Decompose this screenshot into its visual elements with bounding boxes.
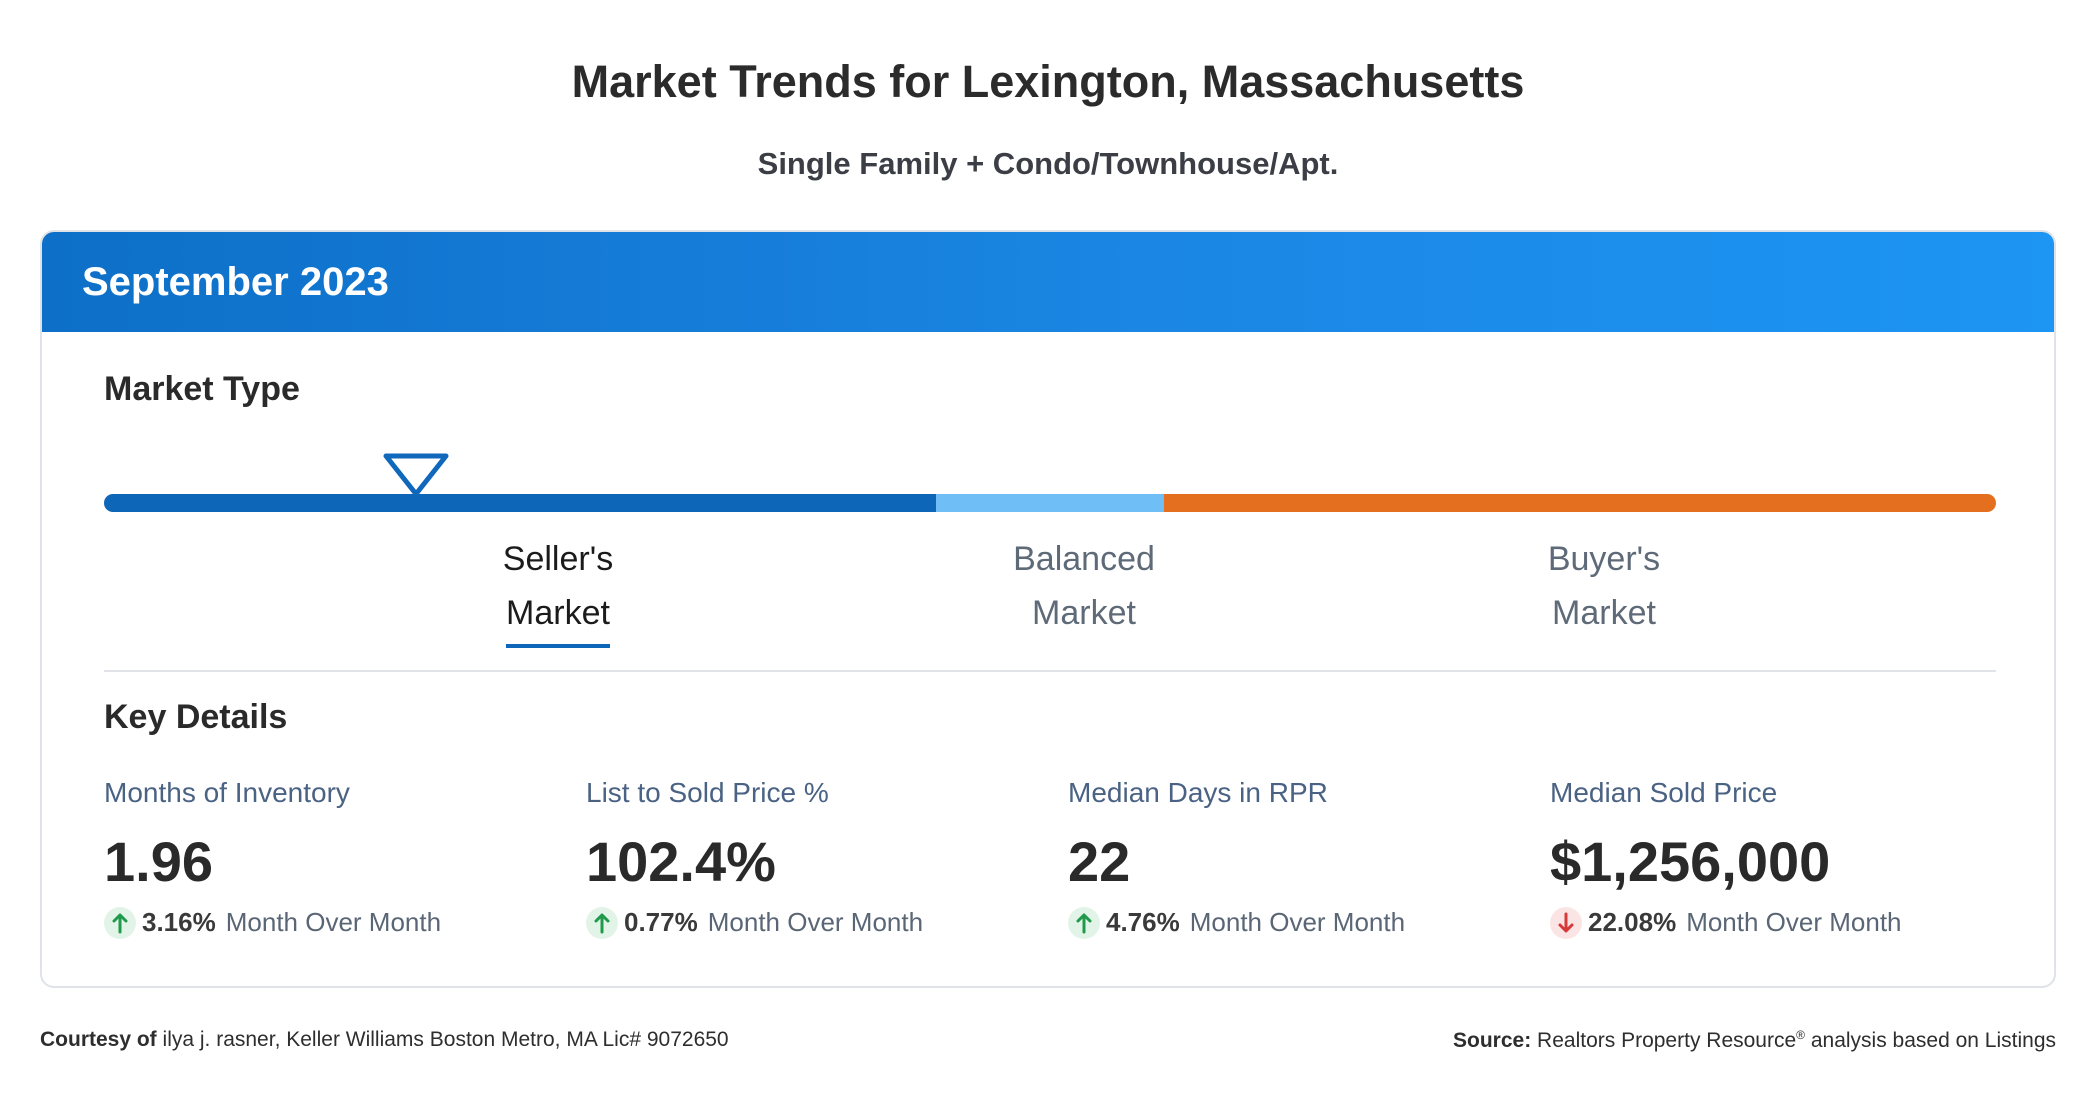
period-label: September 2023 <box>82 259 389 304</box>
market-trends-card: September 2023 Market Type Seller's Mark… <box>40 230 2056 988</box>
buyer-label-line2: Market <box>1552 594 1656 632</box>
seller-label-line2: Market <box>506 594 610 632</box>
metric-median-sold-price: Median Sold Price $1,256,000 22.08% Mont… <box>1550 777 2030 939</box>
buyer-segment <box>1164 494 1996 512</box>
metric-value: 102.4% <box>586 830 776 893</box>
courtesy-text: ilya j. rasner, Keller Williams Boston M… <box>162 1028 729 1051</box>
metric-median-days: Median Days in RPR 22 4.76% Month Over M… <box>1068 777 1508 939</box>
metric-value: $1,256,000 <box>1550 830 1831 893</box>
change-period: Month Over Month <box>1686 907 1902 938</box>
metric-change: 22.08% Month Over Month <box>1550 906 2030 939</box>
change-percent: 4.76% <box>1106 907 1180 938</box>
metric-list-to-sold: List to Sold Price % 102.4% 0.77% Month … <box>586 777 1026 939</box>
market-label-seller: Seller's Market <box>478 532 638 648</box>
market-type-heading: Market Type <box>104 370 300 408</box>
arrow-up-icon <box>1068 906 1100 939</box>
key-details-heading: Key Details <box>104 698 288 736</box>
change-period: Month Over Month <box>225 907 442 938</box>
change-percent: 3.16% <box>142 907 216 938</box>
page-subtitle: Single Family + Condo/Townhouse/Apt. <box>757 146 1339 181</box>
arrow-down-icon <box>1550 906 1582 939</box>
metric-change: 4.76% Month Over Month <box>1068 906 1508 939</box>
source-footer: Source: Realtors Property Resource® anal… <box>1453 1028 2056 1053</box>
metric-label: Median Days in RPR <box>1068 777 1328 808</box>
seller-label-line2-wrap: Market <box>506 586 610 648</box>
change-period: Month Over Month <box>1189 907 1406 938</box>
metric-label: Months of Inventory <box>104 777 350 808</box>
metric-label: List to Sold Price % <box>586 777 829 808</box>
section-divider <box>104 670 1996 672</box>
arrow-up-icon <box>104 906 136 939</box>
seller-label-line1: Seller's <box>502 540 614 578</box>
metric-label: Median Sold Price <box>1550 777 1778 808</box>
courtesy-label: Courtesy of <box>40 1028 157 1051</box>
buyer-label-line1: Buyer's <box>1547 540 1661 578</box>
change-percent: 0.77% <box>624 907 698 938</box>
change-percent: 22.08% <box>1588 907 1677 938</box>
page-title: Market Trends for Lexington, Massachuset… <box>571 56 1525 107</box>
metric-value: 22 <box>1068 830 1131 893</box>
card-header: September 2023 <box>42 232 2054 332</box>
source-text-a: Realtors Property Resource <box>1537 1029 1797 1052</box>
seller-segment <box>104 494 936 512</box>
metric-change: 3.16% Month Over Month <box>104 906 544 939</box>
arrow-up-icon <box>586 906 618 939</box>
balanced-label-line2: Market <box>1032 594 1136 632</box>
balanced-label-line1: Balanced <box>1013 540 1155 578</box>
metric-change: 0.77% Month Over Month <box>586 906 1026 939</box>
courtesy-footer: Courtesy of ilya j. rasner, Keller Willi… <box>40 1028 729 1052</box>
market-label-buyer: Buyer's Market <box>1494 532 1714 640</box>
registered-mark: ® <box>1796 1028 1805 1042</box>
metric-value: 1.96 <box>104 830 213 893</box>
market-type-bar <box>104 494 1996 512</box>
source-text-b: analysis based on Listings <box>1810 1029 2056 1052</box>
market-label-balanced: Balanced Market <box>974 532 1194 640</box>
source-label: Source: <box>1453 1029 1532 1052</box>
active-underline <box>506 644 610 648</box>
balanced-segment <box>936 494 1164 512</box>
triangle-marker-icon <box>383 453 449 497</box>
change-period: Month Over Month <box>707 907 924 938</box>
metric-months-of-inventory: Months of Inventory 1.96 3.16% Month Ove… <box>104 777 544 939</box>
